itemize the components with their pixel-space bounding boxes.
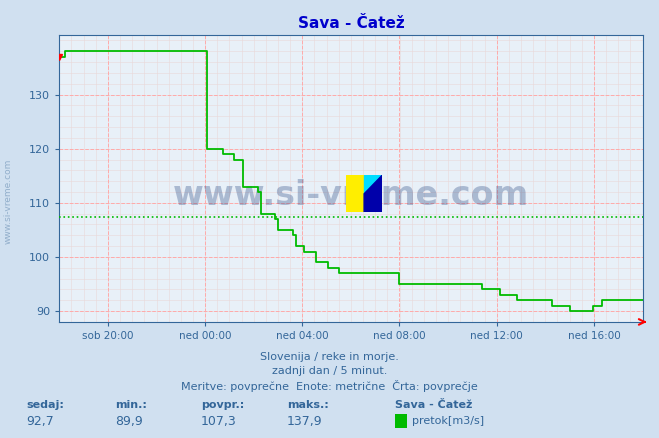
Text: 89,9: 89,9	[115, 415, 143, 428]
Polygon shape	[364, 175, 382, 194]
Text: 107,3: 107,3	[201, 415, 237, 428]
Text: www.si-vreme.com: www.si-vreme.com	[173, 179, 529, 212]
Bar	[346, 175, 364, 212]
Text: pretok[m3/s]: pretok[m3/s]	[412, 417, 484, 426]
Text: povpr.:: povpr.:	[201, 400, 244, 410]
Text: sedaj:: sedaj:	[26, 400, 64, 410]
Text: 137,9: 137,9	[287, 415, 322, 428]
Text: maks.:: maks.:	[287, 400, 328, 410]
Text: zadnji dan / 5 minut.: zadnji dan / 5 minut.	[272, 367, 387, 376]
Text: Sava - Čatež: Sava - Čatež	[395, 400, 473, 410]
Text: Slovenija / reke in morje.: Slovenija / reke in morje.	[260, 352, 399, 362]
Text: Meritve: povprečne  Enote: metrične  Črta: povprečje: Meritve: povprečne Enote: metrične Črta:…	[181, 380, 478, 392]
Polygon shape	[364, 175, 382, 212]
Text: 92,7: 92,7	[26, 415, 54, 428]
Text: www.si-vreme.com: www.si-vreme.com	[3, 159, 13, 244]
Title: Sava - Čatež: Sava - Čatež	[298, 16, 404, 31]
Text: min.:: min.:	[115, 400, 147, 410]
